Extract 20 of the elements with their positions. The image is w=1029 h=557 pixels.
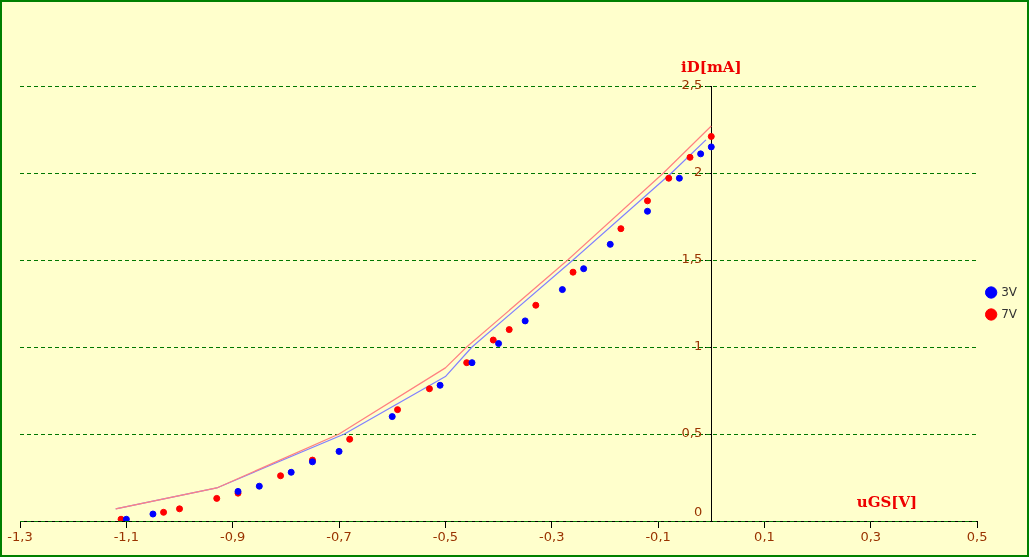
y-tick-label: 2 [694,164,703,180]
y-tick-label: 1 [694,338,703,354]
x-tick-label: -0,3 [539,529,565,545]
x-tick-label: 0,5 [966,529,988,545]
x-tick-label: -1,3 [7,529,33,545]
x-tick-label: -0,1 [645,529,671,545]
legend-label: 3V [1001,284,1018,299]
legend-label: 7V [1001,306,1018,321]
x-tick-label: -0,5 [432,529,459,545]
y-tick-label: 0 [694,504,703,520]
y-tick-label: 1,5 [681,251,703,267]
x-tick-label: 0,1 [754,529,775,545]
x-axis-title: uGS[V] [856,493,918,512]
x-tick-label: -0,7 [326,529,352,545]
y-axis-title: iD[mA] [681,58,742,77]
y-tick-label: 2,5 [681,77,703,93]
y-tick-label: 0,5 [681,425,703,441]
x-tick-label: 0,3 [860,529,882,545]
x-tick-label: -0,9 [220,529,246,545]
x-tick-label: -1,1 [113,529,140,545]
